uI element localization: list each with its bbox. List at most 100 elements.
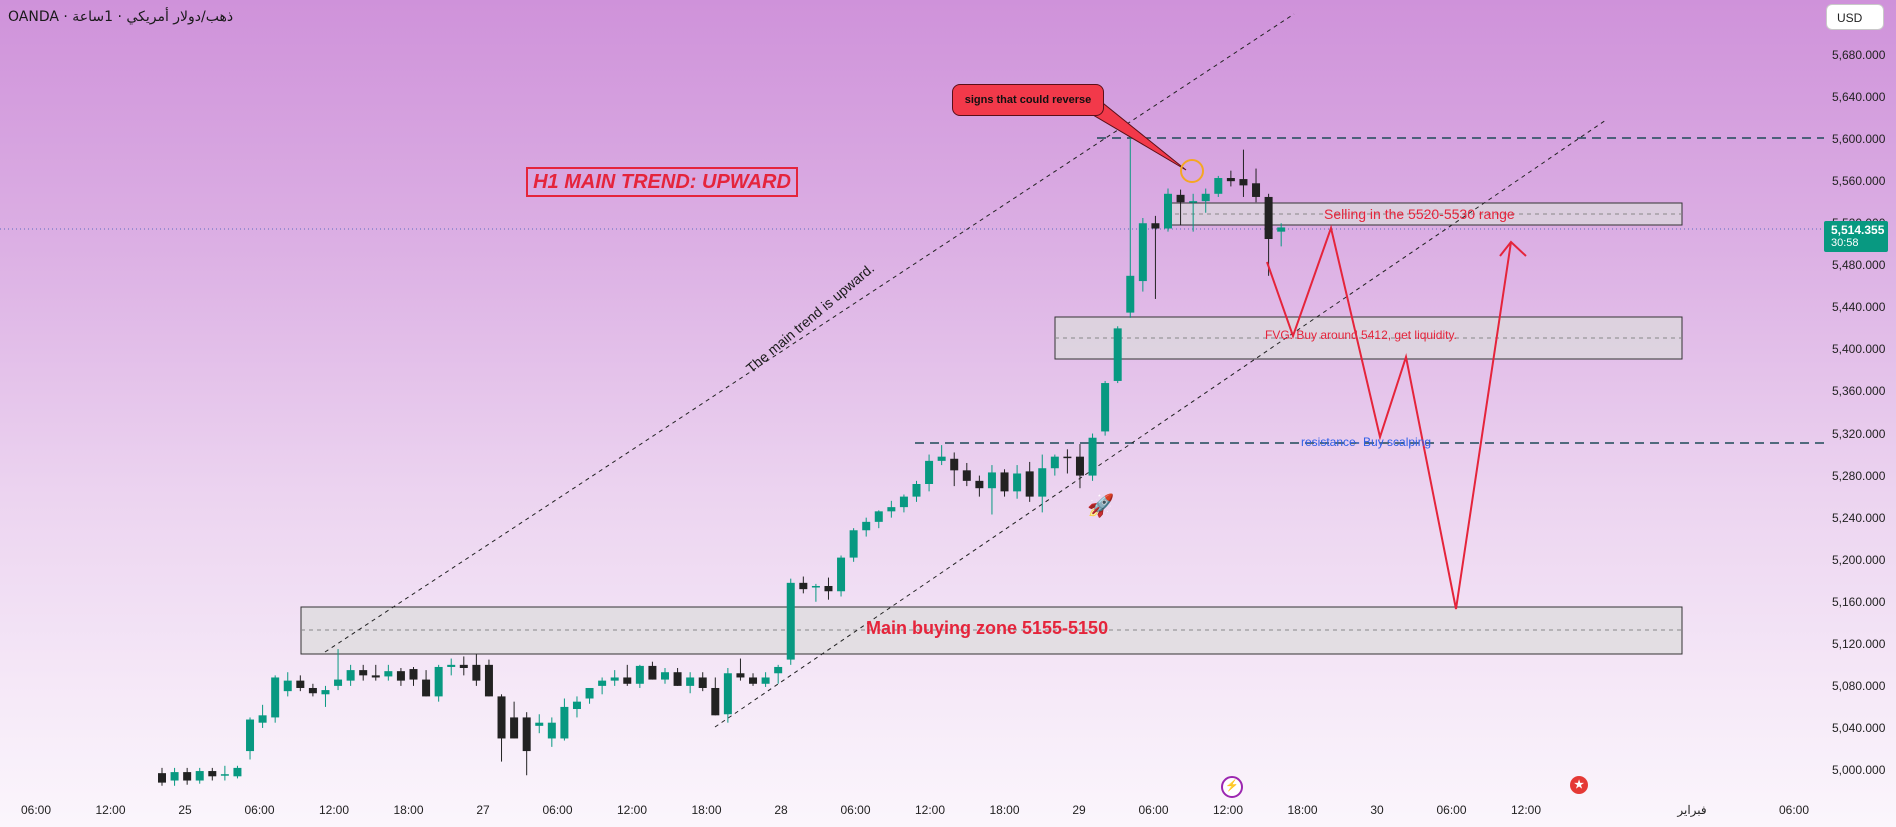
- candles-layer: [158, 137, 1286, 786]
- candle-body: [661, 672, 669, 680]
- x-tick-label: 06:00: [244, 803, 275, 817]
- x-tick-label: 12:00: [1510, 803, 1542, 817]
- x-tick-label: 06:00: [1436, 803, 1467, 817]
- selling-zone-label: Selling in the 5520-5530 range: [1324, 206, 1515, 222]
- current-price-label: 5,514.355 30:58: [1824, 221, 1888, 252]
- x-tick-label: 06:00: [20, 803, 52, 817]
- y-tick-label: 5,320.000: [1832, 426, 1886, 441]
- lower-channel-line: [714, 119, 1607, 728]
- candle-body: [950, 458, 959, 471]
- lightning-icon[interactable]: ⚡: [1221, 776, 1243, 798]
- candle-body: [1101, 383, 1110, 432]
- candle-body: [359, 670, 368, 676]
- candle-body: [1214, 178, 1223, 194]
- candle-body: [522, 717, 531, 752]
- x-tick-label: 28: [774, 803, 788, 817]
- x-tick-label: 18:00: [393, 803, 424, 817]
- candle-body: [1176, 194, 1185, 203]
- candle-body: [1075, 456, 1084, 476]
- candle-countdown: 30:58: [1831, 237, 1859, 249]
- candle-body: [422, 679, 431, 697]
- candle-body: [1201, 193, 1210, 202]
- candle-body: [849, 530, 858, 558]
- candle-body: [572, 701, 581, 710]
- candle-body: [1000, 472, 1009, 492]
- candle-body: [925, 460, 934, 484]
- us-flag-icon[interactable]: ★: [1570, 776, 1588, 794]
- candle-body: [774, 666, 783, 674]
- y-tick-label: 5,240.000: [1832, 510, 1886, 525]
- x-tick-label: فبراير: [1677, 803, 1707, 817]
- x-tick-label: 29: [1072, 803, 1086, 817]
- candle-body: [271, 677, 280, 718]
- candle-body: [887, 507, 896, 512]
- candle-body: [862, 521, 871, 531]
- candle-body: [497, 696, 506, 739]
- candle-body: [749, 677, 758, 684]
- candle-body: [321, 690, 330, 695]
- candle-body: [1088, 437, 1097, 476]
- trend-title-box[interactable]: H1 MAIN TREND: UPWARD: [526, 167, 798, 197]
- candle-body: [535, 722, 544, 726]
- y-tick-label: 5,360.000: [1832, 384, 1886, 399]
- candle-body: [346, 670, 355, 681]
- candle-body: [1264, 196, 1273, 240]
- candle-body: [220, 774, 229, 776]
- candle-body: [1113, 328, 1122, 381]
- candle-body: [673, 672, 682, 686]
- current-price-value: 5,514.355: [1831, 223, 1885, 237]
- candle-body: [409, 669, 418, 680]
- rocket-icon: 🚀: [1087, 493, 1115, 518]
- y-tick-label: 5,080.000: [1832, 678, 1886, 693]
- candle-body: [308, 687, 317, 694]
- candle-body: [195, 771, 204, 781]
- reversal-circle: [1180, 159, 1204, 183]
- candle-body: [698, 677, 707, 688]
- x-tick-label: 06:00: [542, 803, 573, 817]
- y-tick-label: 5,440.000: [1832, 300, 1886, 315]
- candle-body: [799, 582, 808, 590]
- y-tick-label: 5,560.000: [1832, 174, 1886, 189]
- resistance-label: resistance- Buy scalping: [1301, 435, 1432, 449]
- candle-body: [610, 677, 619, 681]
- candle-body: [736, 673, 745, 678]
- candle-body: [1063, 456, 1072, 459]
- candle-body: [1138, 223, 1147, 282]
- x-tick-label: 12:00: [318, 803, 350, 817]
- candle-body: [1025, 471, 1034, 497]
- candle-body: [1126, 275, 1135, 313]
- candle-body: [208, 771, 217, 777]
- x-tick-label: 18:00: [989, 803, 1020, 817]
- upper-channel-line: [324, 13, 1295, 653]
- candle-body: [560, 706, 569, 739]
- candle-body: [510, 717, 519, 739]
- callout-pointer: [1086, 103, 1187, 171]
- x-tick-label: 27: [476, 803, 490, 817]
- candle-body: [937, 456, 946, 461]
- y-tick-label: 5,120.000: [1832, 636, 1886, 651]
- y-tick-label: 5,640.000: [1832, 90, 1886, 105]
- candle-body: [183, 772, 192, 781]
- candle-body: [711, 687, 720, 716]
- x-tick-label: 12:00: [95, 803, 126, 817]
- y-tick-label: 5,600.000: [1832, 132, 1886, 147]
- candle-body: [246, 719, 255, 752]
- currency-button[interactable]: USD: [1826, 4, 1884, 30]
- candle-body: [824, 585, 833, 592]
- y-tick-label: 5,000.000: [1832, 763, 1886, 777]
- candle-body: [1151, 223, 1160, 229]
- candle-body: [396, 671, 405, 681]
- projection-arrowhead: [1499, 240, 1527, 257]
- y-tick-label: 5,680.000: [1832, 48, 1886, 62]
- candle-body: [975, 480, 984, 489]
- candle-body: [484, 664, 493, 697]
- candle-body: [447, 664, 456, 667]
- x-tick-label: 06:00: [1778, 803, 1810, 817]
- candle-body: [987, 472, 996, 489]
- candle-body: [1164, 193, 1172, 229]
- candle-body: [434, 666, 443, 697]
- x-tick-label: 30: [1370, 803, 1384, 817]
- y-tick-label: 5,400.000: [1832, 342, 1886, 357]
- reverse-callout[interactable]: signs that could reverse: [952, 84, 1104, 116]
